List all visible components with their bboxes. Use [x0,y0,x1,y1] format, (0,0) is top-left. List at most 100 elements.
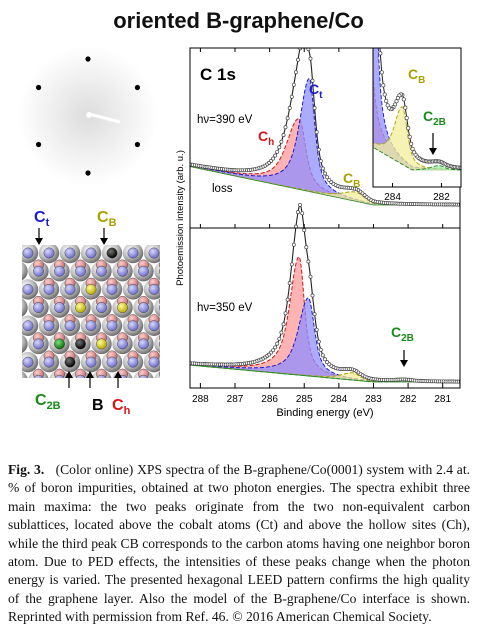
svg-text:Ch: Ch [258,128,274,148]
data-point [323,357,327,362]
svg-text:Ch: Ch [112,397,131,417]
model-label-b: B [86,371,104,414]
data-point [289,262,294,267]
inset-data-point [404,115,409,121]
photon-energy-top: hν=390 eV [197,114,253,126]
data-point [279,330,284,335]
inset-data-point [378,51,383,56]
svg-text:Ct: Ct [34,209,50,229]
cobalt-atom [175,297,195,317]
carbon-atom-hollow [180,296,190,306]
carbon-atom-top [138,302,149,313]
carbon-atom-top [75,338,86,350]
cobalt-atom [143,245,144,246]
data-point [283,311,288,316]
data-point [305,43,308,46]
carbon-atom-top [75,374,86,378]
carbon-atom-top [22,283,34,295]
leed-spot [134,141,140,148]
carbon-atom-hollow [159,334,160,341]
data-point [271,156,276,161]
x-tick-label: 285 [296,394,313,405]
leed-pattern [18,46,158,186]
chart-title: C 1s [200,65,236,84]
data-point [303,40,306,43]
data-point [318,347,323,352]
carbon-atom-top [148,283,160,295]
data-point [298,202,303,207]
inset-label-c2b: C2B [423,108,446,155]
carbon-atom-top [180,302,190,312]
peak-label-cb-top: CB [343,170,360,190]
carbon-atom-top [180,339,190,349]
carbon-atom-top [159,268,160,275]
carbon-atom-top [43,320,55,332]
leed-spot [36,84,42,91]
data-point [312,106,317,110]
model-label-ct: Ct [34,209,50,245]
data-point [275,341,280,346]
cobalt-atom [7,225,27,245]
carbon-atom-top [54,265,65,277]
data-point [318,159,323,164]
carbon-atom-top [127,283,139,295]
data-point [320,353,325,358]
data-point [314,327,319,332]
data-point [327,177,332,182]
data-point [304,245,309,250]
carbon-atom-hollow [170,314,180,324]
inset-data-point [409,141,414,146]
carbon-atom-hollow [191,314,201,324]
data-point [293,70,298,75]
cobalt-atom [0,316,17,336]
carbon-atom-top [159,377,160,378]
data-point [310,293,315,298]
cobalt-atom [122,245,123,246]
data-point [325,175,330,180]
carbon-atom-top [75,265,86,277]
carbon-atom-top [170,321,180,331]
carbon-atom-top [96,338,107,350]
data-point [273,345,278,350]
inset-data-point [385,103,390,108]
carbon-atom-top [22,320,34,332]
carbon-atom-top [64,247,76,259]
carbon-atom-top [170,357,180,367]
cobalt-atom [175,334,195,354]
cobalt-atom [165,316,185,336]
svg-text:B: B [92,397,104,414]
data-point [275,149,280,154]
carbon-atom-top [148,247,160,259]
carbon-atom-hollow [86,387,96,397]
carbon-atom-top [159,304,160,311]
y-axis-label: Photoemission intensity (arb. u.) [175,150,186,286]
figure-caption: Fig. 3. (Color online) XPS spectra of th… [8,461,470,627]
data-point [281,133,286,137]
cobalt-atom [165,388,185,408]
data-point [289,94,294,99]
svg-text:CB: CB [408,66,425,86]
inset-data-point [377,22,380,25]
svg-text:Ct: Ct [309,81,323,101]
inset-x-tick-label: 284 [384,192,401,203]
carbon-atom-top [43,283,55,295]
inset-peak-cb-fill [373,106,461,171]
carbon-atom-top [54,302,65,313]
carbon-atom-top [54,338,65,350]
inset-data-point [401,97,406,102]
cobalt-atom [186,316,206,336]
carbon-atom-top [33,338,44,350]
carbon-atom-top [64,283,76,295]
carbon-atom-top [117,265,128,277]
cobalt-atom [22,262,28,281]
x-tick-label: 281 [434,394,451,405]
svg-text:C2B: C2B [423,108,446,128]
carbon-atom-top [64,320,76,332]
carbon-atom-top [138,374,149,378]
cobalt-atom [22,334,28,354]
svg-text:CB: CB [97,209,117,229]
cobalt-atom [175,370,195,390]
fit-envelope [190,203,460,383]
cobalt-atom [22,371,28,378]
cobalt-atom [154,334,160,354]
